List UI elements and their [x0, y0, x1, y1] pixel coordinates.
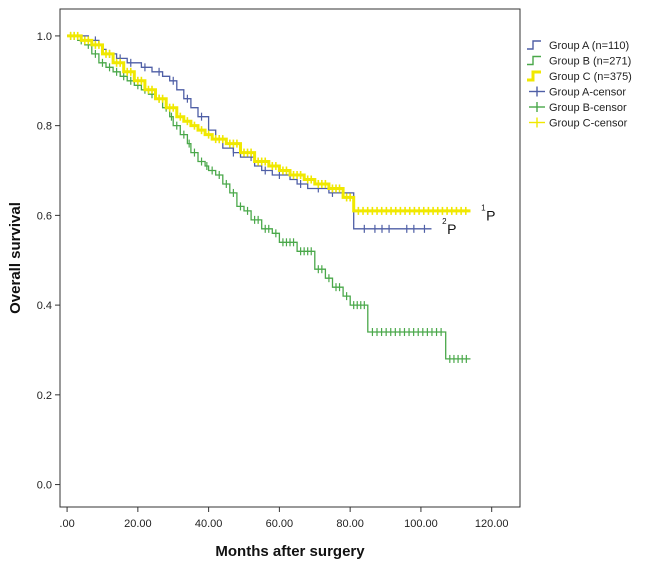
x-tick-label: .00	[59, 518, 74, 530]
y-tick-label: 0.2	[37, 390, 52, 402]
x-axis-title: Months after surgery	[215, 543, 365, 560]
x-tick-label: 100.00	[404, 518, 438, 530]
group-a-line	[67, 35, 432, 230]
legend-label: Group C (n=375)	[549, 71, 632, 83]
annotation-superscript: 1	[481, 203, 486, 212]
annotations: 1 P2 P	[442, 203, 495, 236]
legend: Group A (n=110) Group B (n=271) Group C (n…	[527, 40, 632, 130]
axes-layer: 0.0 0.2 0.4 0.6 0.8 1.0 .00 20.00 40.00 60.00 80.0…	[37, 8, 521, 530]
y-axis-title: Overall survival	[7, 202, 24, 314]
legend-label: Group B (n=271)	[549, 56, 631, 68]
y-tick-label: 0.8	[37, 121, 52, 133]
legend-label: Group B-censor	[549, 102, 627, 114]
legend-label: Group A (n=110)	[549, 40, 629, 52]
series-layer	[67, 31, 471, 363]
x-tick-label: 120.00	[475, 518, 509, 530]
annotation-p-label: P	[486, 207, 495, 223]
y-tick-label: 0.0	[37, 480, 52, 492]
x-tick-label: 40.00	[195, 518, 223, 530]
y-tick-label: 0.4	[37, 300, 52, 312]
x-tick-label: 60.00	[266, 518, 294, 530]
legend-label: Group C-censor	[549, 118, 628, 130]
annotation-superscript: 2	[442, 217, 447, 226]
legend-line-swatch	[527, 70, 541, 82]
legend-line-swatch	[527, 55, 541, 66]
legend-label: Group A-censor	[549, 87, 626, 99]
y-tick-label: 0.6	[37, 210, 52, 222]
x-tick-label: 80.00	[336, 518, 364, 530]
plot-frame	[59, 8, 521, 508]
annotation-p-label: P	[447, 221, 456, 237]
legend-line-swatch	[527, 40, 541, 50]
x-tick-label: 20.00	[124, 518, 152, 530]
y-tick-label: 1.0	[37, 31, 52, 43]
